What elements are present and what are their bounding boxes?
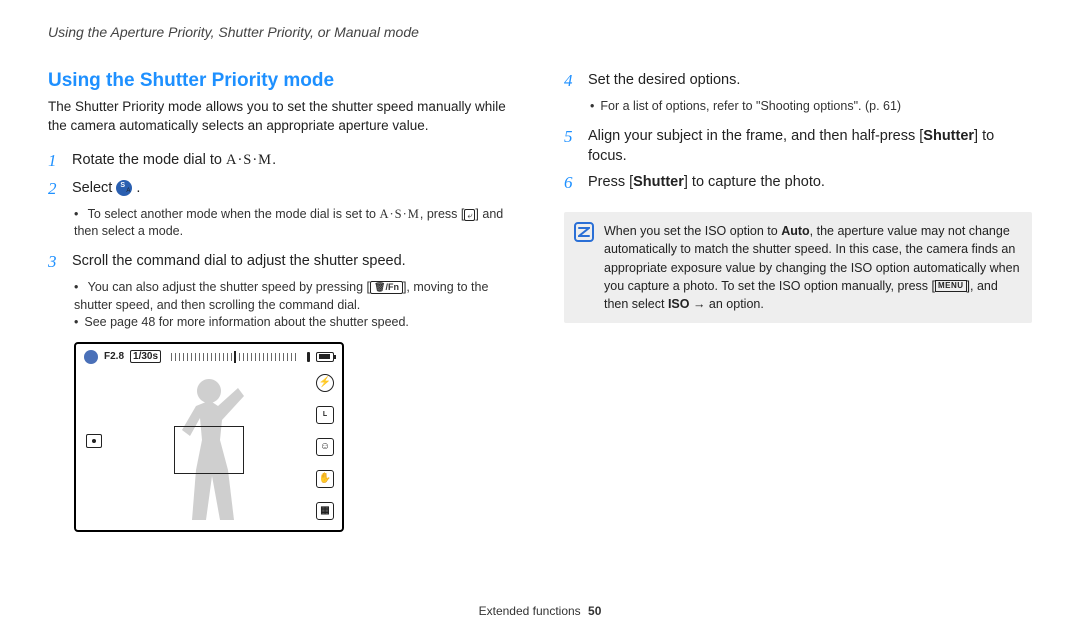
shutter-label: Shutter <box>923 128 974 144</box>
step-body: Select SA . <box>72 178 516 200</box>
flash-icon: ⚡ <box>316 374 334 392</box>
mode-indicator-icon <box>84 350 98 364</box>
face-detect-icon: ☺ <box>316 438 334 456</box>
exposure-scale <box>171 353 297 361</box>
page-footer: Extended functions 50 <box>0 604 1080 618</box>
t: → an option. <box>689 297 763 311</box>
info-note: When you set the ISO option to Auto, the… <box>564 212 1032 323</box>
step-6: 6 Press [Shutter] to capture the photo. <box>564 172 1032 194</box>
step-number: 3 <box>48 251 62 273</box>
step-body: Scroll the command dial to adjust the sh… <box>72 251 516 273</box>
note-icon <box>574 222 594 242</box>
step-2: 2 Select SA . <box>48 178 516 200</box>
step-body: Set the desired options. <box>588 70 1032 92</box>
step4-sub: For a list of options, refer to "Shootin… <box>590 98 1032 116</box>
step-number: 6 <box>564 172 578 194</box>
step4-sub-item: For a list of options, refer to "Shootin… <box>590 98 1032 116</box>
aperture-value: F2.8 <box>104 351 124 362</box>
preview-topbar: F2.8 1/30s <box>84 350 334 364</box>
t: You can also adjust the shutter speed by… <box>88 280 370 294</box>
trash-fn-icon: 🗑/Fn <box>370 281 403 294</box>
step-number: 4 <box>564 70 578 92</box>
af-point-icon <box>86 434 102 448</box>
step2-sub-item: To select another mode when the mode dia… <box>74 206 516 241</box>
ois-icon: ✋ <box>316 470 334 488</box>
step2-sub: To select another mode when the mode dia… <box>74 206 516 241</box>
scale-marker <box>307 352 310 362</box>
intro-text: The Shutter Priority mode allows you to … <box>48 98 516 136</box>
focus-rectangle <box>174 426 244 474</box>
t: When you set the ISO option to <box>604 224 781 238</box>
preview-right-icons: ⚡ L ☺ ✋ ▦ <box>316 374 334 520</box>
mode-s-icon: SA <box>116 180 132 196</box>
battery-icon <box>316 352 334 362</box>
step-body: Rotate the mode dial to A·S·M. <box>72 150 516 172</box>
step-body: Press [Shutter] to capture the photo. <box>588 172 1032 194</box>
step-3: 3 Scroll the command dial to adjust the … <box>48 251 516 273</box>
back-icon: ⤶ <box>464 209 475 221</box>
step-1: 1 Rotate the mode dial to A·S·M. <box>48 150 516 172</box>
asm-label: A·S·M <box>226 152 272 168</box>
section-title: Using the Shutter Priority mode <box>48 70 516 92</box>
left-column: Using the Shutter Priority mode The Shut… <box>48 70 516 532</box>
step2-post: . <box>136 180 140 196</box>
t: Align your subject in the frame, and the… <box>588 128 923 144</box>
step3-sub-item2: See page 48 for more information about t… <box>74 314 516 332</box>
content-columns: Using the Shutter Priority mode The Shut… <box>48 70 1032 532</box>
menu-icon: MENU <box>935 280 967 292</box>
grid-icon: ▦ <box>316 502 334 520</box>
step-number: 1 <box>48 150 62 172</box>
t: , press [ <box>420 207 464 221</box>
page-number: 50 <box>588 604 601 618</box>
step1-post: . <box>272 152 276 168</box>
shutter-value: 1/30s <box>130 350 161 363</box>
step2-pre: Select <box>72 180 116 196</box>
fn: /Fn <box>385 282 399 292</box>
size-icon: L <box>316 406 334 424</box>
t: ] to capture the photo. <box>684 174 825 190</box>
step-5: 5 Align your subject in the frame, and t… <box>564 126 1032 167</box>
auto-label: Auto <box>781 224 809 238</box>
step3-sub: You can also adjust the shutter speed by… <box>74 279 516 332</box>
step1-pre: Rotate the mode dial to <box>72 152 226 168</box>
footer-label: Extended functions <box>479 604 581 618</box>
breadcrumb-header: Using the Aperture Priority, Shutter Pri… <box>48 24 1032 40</box>
camera-preview: F2.8 1/30s ⚡ L ☺ ✋ ▦ <box>74 342 344 532</box>
step-number: 5 <box>564 126 578 167</box>
asm-label: A·S·M <box>379 207 419 221</box>
step3-sub-item1: You can also adjust the shutter speed by… <box>74 279 516 314</box>
shutter-label: Shutter <box>633 174 684 190</box>
t: Press [ <box>588 174 633 190</box>
step-4: 4 Set the desired options. <box>564 70 1032 92</box>
t: To select another mode when the mode dia… <box>88 207 380 221</box>
iso-label: ISO <box>668 297 690 311</box>
right-column: 4 Set the desired options. For a list of… <box>564 70 1032 532</box>
step-body: Align your subject in the frame, and the… <box>588 126 1032 167</box>
step-number: 2 <box>48 178 62 200</box>
